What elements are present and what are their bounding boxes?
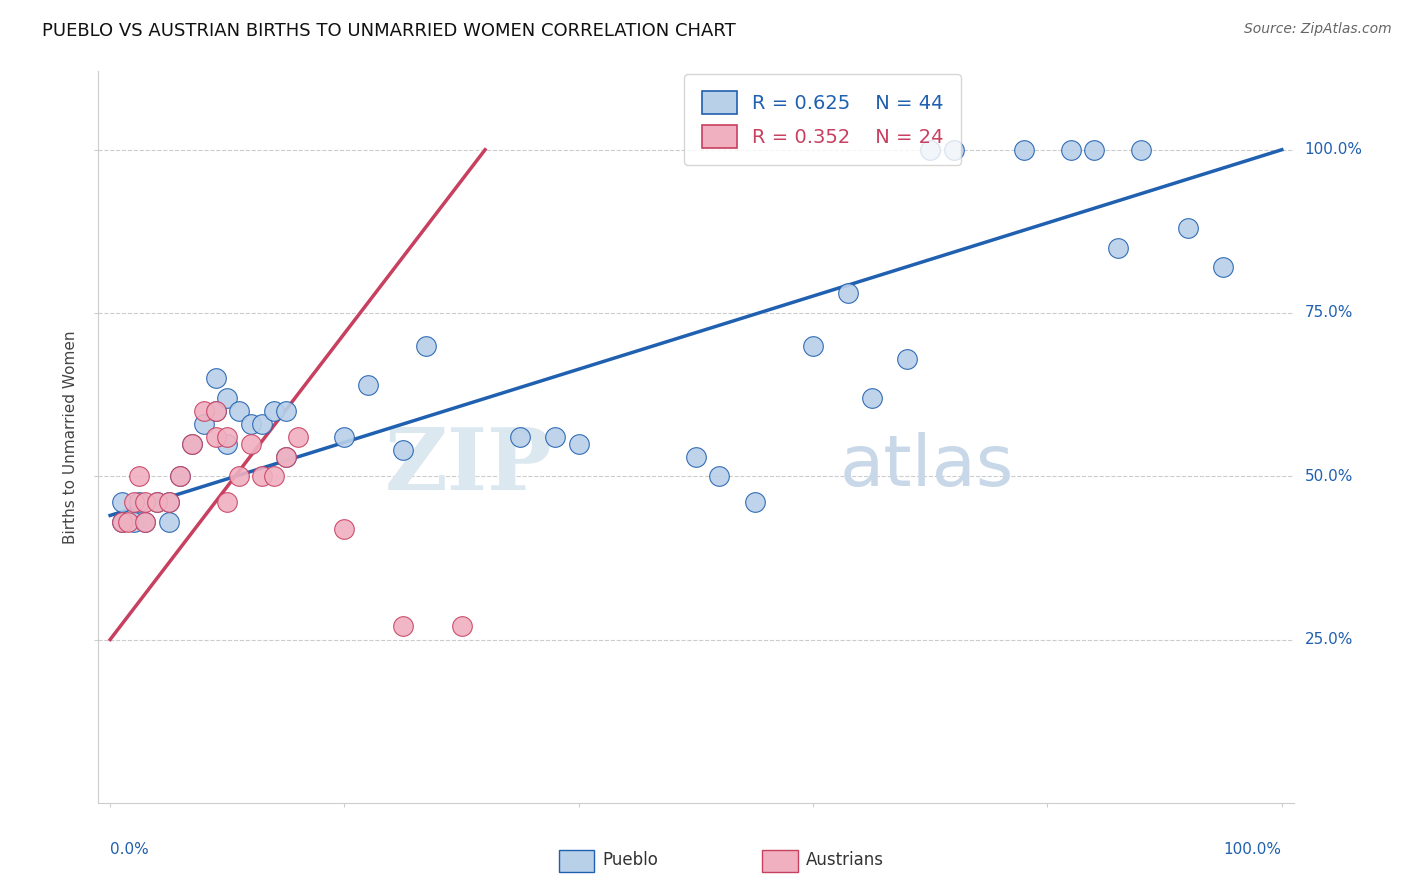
Point (193, 417, 215, 431)
Point (157, 495, 180, 509)
Point (111, 515, 134, 529)
Point (252, 469, 274, 483)
Point (942, 143, 965, 157)
Point (1107, 241, 1129, 255)
Point (392, 443, 415, 458)
Point (181, 436, 204, 450)
Point (685, 450, 707, 464)
Point (217, 436, 239, 450)
Point (333, 430, 356, 444)
FancyBboxPatch shape (762, 850, 797, 872)
Point (1012, 143, 1035, 157)
Point (837, 286, 859, 301)
Point (228, 404, 250, 418)
Point (134, 495, 156, 509)
Text: 25.0%: 25.0% (1305, 632, 1353, 647)
Point (239, 417, 262, 431)
Point (274, 450, 297, 464)
Point (1083, 143, 1105, 157)
Point (263, 404, 285, 418)
Point (204, 404, 226, 418)
Point (128, 469, 150, 483)
Point (1130, 143, 1153, 157)
Point (111, 515, 134, 529)
Point (134, 515, 156, 529)
Point (122, 495, 145, 509)
Text: 100.0%: 100.0% (1223, 842, 1282, 856)
Point (217, 430, 239, 444)
Point (128, 495, 150, 509)
Point (181, 436, 204, 450)
Text: 75.0%: 75.0% (1305, 305, 1353, 320)
Text: atlas: atlas (839, 432, 1014, 500)
Point (252, 417, 274, 431)
Point (415, 339, 437, 353)
Point (157, 515, 180, 529)
Point (117, 515, 139, 529)
Point (744, 495, 766, 509)
Y-axis label: Births to Unmarried Women: Births to Unmarried Women (63, 330, 79, 544)
Point (122, 515, 145, 529)
Point (111, 495, 134, 509)
Point (239, 436, 262, 450)
Text: 50.0%: 50.0% (1305, 469, 1353, 483)
Legend: R = 0.625    N = 44, R = 0.352    N = 24: R = 0.625 N = 44, R = 0.352 N = 24 (685, 74, 962, 165)
Point (568, 436, 591, 450)
Point (228, 469, 250, 483)
Point (392, 619, 415, 633)
Text: 0.0%: 0.0% (110, 842, 149, 856)
Text: Pueblo: Pueblo (603, 851, 658, 869)
Point (204, 430, 226, 444)
Point (860, 391, 883, 405)
Point (920, 143, 942, 157)
Point (1177, 221, 1199, 235)
Point (204, 404, 226, 418)
Text: Austrians: Austrians (806, 851, 884, 869)
Point (709, 469, 731, 483)
Point (204, 371, 226, 385)
Point (146, 495, 169, 509)
Point (801, 339, 824, 353)
Point (544, 430, 567, 444)
Point (217, 391, 239, 405)
Point (134, 515, 156, 529)
Point (1060, 143, 1083, 157)
Text: ZIP: ZIP (385, 425, 553, 508)
Text: Source: ZipAtlas.com: Source: ZipAtlas.com (1244, 22, 1392, 37)
Point (217, 495, 239, 509)
Text: PUEBLO VS AUSTRIAN BIRTHS TO UNMARRIED WOMEN CORRELATION CHART: PUEBLO VS AUSTRIAN BIRTHS TO UNMARRIED W… (42, 22, 735, 40)
Point (357, 377, 380, 392)
Point (287, 430, 309, 444)
Point (509, 430, 531, 444)
Point (157, 495, 180, 509)
Point (1212, 260, 1234, 275)
FancyBboxPatch shape (558, 850, 595, 872)
Point (450, 619, 472, 633)
Point (274, 404, 297, 418)
Point (169, 469, 191, 483)
Point (274, 450, 297, 464)
Point (333, 521, 356, 535)
Point (193, 404, 215, 418)
Text: 100.0%: 100.0% (1305, 142, 1362, 157)
Point (896, 351, 918, 366)
Point (263, 469, 285, 483)
Point (146, 495, 169, 509)
Point (169, 469, 191, 483)
